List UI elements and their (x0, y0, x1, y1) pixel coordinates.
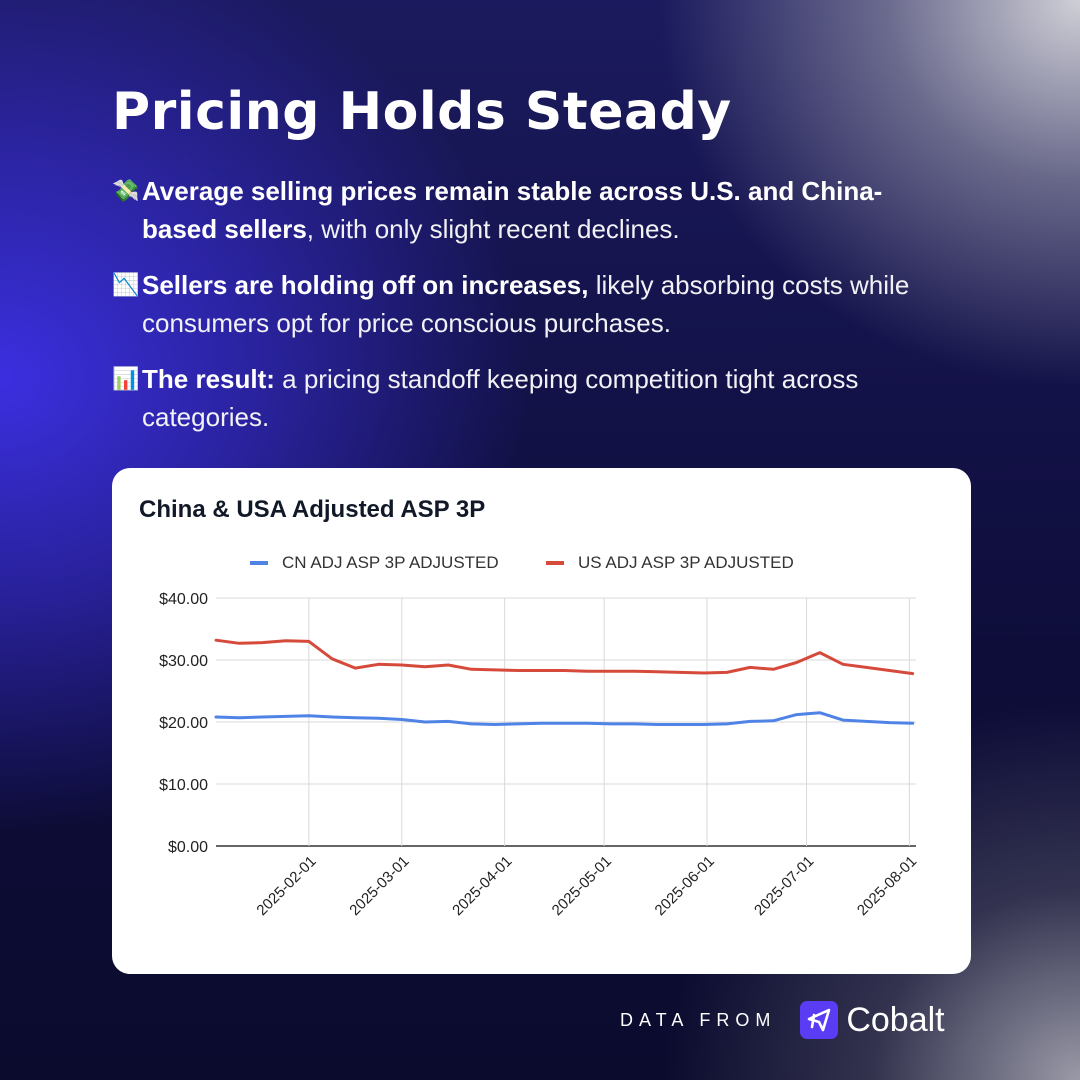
page-title: Pricing Holds Steady (112, 82, 732, 142)
bullet-list: 💸 Average selling prices remain stable a… (112, 172, 932, 454)
chart-title: China & USA Adjusted ASP 3P (139, 496, 486, 523)
legend-label-cn: CN ADJ ASP 3P ADJUSTED (282, 553, 499, 572)
bullet-text: Sellers are holding off on increases, li… (142, 266, 932, 342)
bar-chart-icon: 📊 (112, 366, 140, 391)
bullet-bold: Average selling prices remain stable acr… (142, 176, 883, 244)
line-chart: $0.00 $10.00 $20.00 $30.00 $40.00 2025-02-01 2… (159, 553, 920, 919)
cobalt-logo-icon (800, 1001, 839, 1039)
bullet-item-result: 📊 The result: a pricing standoff keeping… (112, 360, 932, 436)
money-with-wings-icon: 💸 (112, 178, 140, 203)
x-tick-label: 2025-04-01 (449, 853, 515, 919)
bullet-rest: likely absorbing costs while consumers o… (142, 270, 910, 338)
y-tick-label: $30.00 (159, 653, 208, 670)
legend-label-us: US ADJ ASP 3P ADJUSTED (578, 553, 794, 572)
x-tick-label: 2025-02-01 (253, 853, 319, 919)
bullet-text: Average selling prices remain stable acr… (142, 172, 932, 248)
x-tick-label: 2025-03-01 (346, 853, 412, 919)
x-tick-label: 2025-06-01 (652, 853, 718, 919)
bullet-rest: , with only slight recent declines. (306, 214, 680, 244)
chart-card: $0.00 $10.00 $20.00 $30.00 $40.00 2025-02-01 2… (112, 468, 971, 974)
bullet-text: The result: a pricing standoff keeping c… (142, 360, 932, 436)
bullet-bold: Sellers are holding off on increases, (142, 270, 589, 300)
chart-decreasing-icon: 📉 (112, 272, 140, 297)
bullet-rest: a pricing standoff keeping competition t… (142, 364, 859, 432)
y-tick-label: $0.00 (168, 839, 208, 856)
series-line-cn (214, 711, 915, 726)
data-from-label: DATA FROM (620, 1009, 777, 1030)
bullet-item-holding-increases: 📉 Sellers are holding off on increases, … (112, 266, 932, 342)
series-line-us (214, 638, 915, 676)
footer: DATA FROM Cobalt (620, 1000, 945, 1040)
bullet-item-stable-prices: 💸 Average selling prices remain stable a… (112, 172, 932, 248)
bullet-bold: The result: (142, 364, 275, 394)
cobalt-brand-name: Cobalt (846, 1000, 945, 1039)
y-tick-label: $40.00 (159, 591, 208, 608)
y-tick-label: $10.00 (159, 777, 208, 794)
y-tick-label: $20.00 (159, 715, 208, 732)
x-tick-label: 2025-08-01 (854, 853, 920, 919)
x-tick-label: 2025-05-01 (549, 853, 615, 919)
x-tick-label: 2025-07-01 (751, 853, 817, 919)
